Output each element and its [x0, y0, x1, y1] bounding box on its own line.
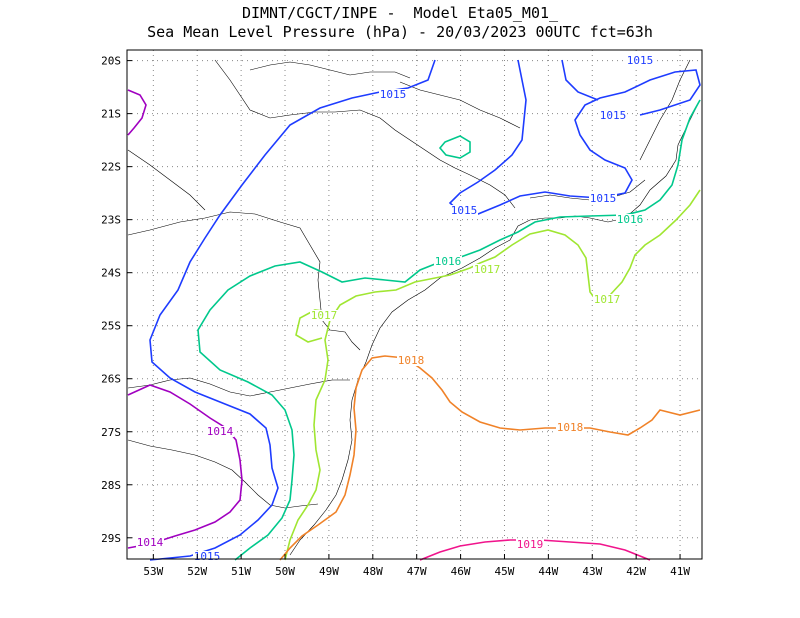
isobar-label-1015: 1015: [451, 204, 478, 217]
lon-tick-label: 45W: [495, 565, 515, 578]
isobar-label-bg: [626, 55, 654, 66]
isobar-label-bg: [516, 539, 544, 550]
map-title: DIMNT/CGCT/INPE - Model Eta05_M01_ Sea M…: [0, 4, 800, 42]
lat-tick-label: 25S: [101, 320, 121, 333]
isobar-label-1017: 1017: [311, 309, 338, 322]
border-ms-sp: [127, 149, 206, 211]
lon-tick-label: 43W: [582, 565, 602, 578]
isobar-label-1016: 1016: [617, 213, 644, 226]
isobar-1018: [279, 355, 701, 561]
border-interior-1: [249, 61, 411, 79]
isobar-label-1019: 1019: [517, 538, 544, 551]
lat-tick-label: 21S: [101, 108, 121, 121]
border-sp-pr: [127, 211, 361, 351]
isobar-1016-main: [197, 99, 701, 561]
isobar-label-bg: [206, 426, 234, 437]
state-borders: [127, 59, 701, 556]
lon-tick-label: 44W: [538, 565, 558, 578]
isobar-label-bg: [593, 294, 621, 305]
lon-tick-label: 49W: [319, 565, 339, 578]
isobar-1017-coast: [284, 189, 701, 561]
isobar-1015-north: [448, 59, 701, 215]
isobar-label-bg: [136, 537, 164, 548]
isobar-label-bg: [589, 193, 617, 204]
isobar-1016-small: [438, 135, 471, 159]
isobar-label-1017: 1017: [594, 293, 621, 306]
title-line-2: Sea Mean Level Pressure (hPa) - 20/03/20…: [147, 23, 653, 41]
lat-tick-label: 29S: [101, 532, 121, 545]
isobar-label-1014: 1014: [207, 425, 234, 438]
isobar-label-1018: 1018: [398, 354, 425, 367]
lon-tick-label: 46W: [451, 565, 471, 578]
isobar-label-bg: [434, 256, 462, 267]
isobar-label-bg: [397, 355, 425, 366]
isobar-label-1017: 1017: [474, 263, 501, 276]
isobar-label-bg: [379, 89, 407, 100]
isobar-label-bg: [616, 214, 644, 225]
lat-tick-label: 27S: [101, 426, 121, 439]
border-mg-es: [639, 59, 691, 161]
isobar-label-bg: [473, 264, 501, 275]
isobar-label-bg: [599, 110, 627, 121]
isobar-1014-north: [127, 89, 147, 136]
isobar-labels: 1015101510151015101510151016101610171017…: [136, 54, 654, 563]
border-interior-2: [399, 81, 521, 129]
lon-tick-label: 52W: [187, 565, 207, 578]
isobar-1015-ne: [561, 59, 599, 101]
isobar-1015-west: [149, 59, 436, 561]
isobar-label-bg: [310, 310, 338, 321]
lat-tick-label: 23S: [101, 214, 121, 227]
isobar-label-1015: 1015: [194, 550, 221, 563]
isobar-1014-south: [127, 384, 243, 549]
isobar-label-1015: 1015: [600, 109, 627, 122]
isobar-label-1015: 1015: [590, 192, 617, 205]
isobar-label-bg: [450, 205, 478, 216]
isobar-label-1015: 1015: [627, 54, 654, 67]
isobar-label-1014: 1014: [137, 536, 164, 549]
lon-tick-label: 41W: [670, 565, 690, 578]
border-pr-sc: [127, 377, 350, 397]
isobar-label-1018: 1018: [557, 421, 584, 434]
title-line-1: DIMNT/CGCT/INPE - Model Eta05_M01_: [241, 4, 559, 22]
isobar-label-1016: 1016: [435, 255, 462, 268]
lat-tick-label: 22S: [101, 161, 121, 174]
lat-tick-label: 24S: [101, 267, 121, 280]
coastline: [289, 99, 701, 556]
lon-tick-label: 42W: [626, 565, 646, 578]
lat-tick-label: 20S: [101, 55, 121, 68]
isobar-label-bg: [556, 422, 584, 433]
lon-tick-label: 53W: [143, 565, 163, 578]
map-frame: [126, 49, 703, 560]
lon-tick-label: 47W: [407, 565, 427, 578]
lon-tick-label: 50W: [275, 565, 295, 578]
isobar-label-1015: 1015: [380, 88, 407, 101]
border-mg-sp: [214, 59, 516, 209]
isobar-label-bg: [193, 551, 221, 562]
lon-tick-label: 51W: [231, 565, 251, 578]
lon-tick-label: 48W: [363, 565, 383, 578]
border-sc-rs: [127, 439, 319, 509]
lat-tick-label: 28S: [101, 479, 121, 492]
lat-tick-label: 26S: [101, 373, 121, 386]
